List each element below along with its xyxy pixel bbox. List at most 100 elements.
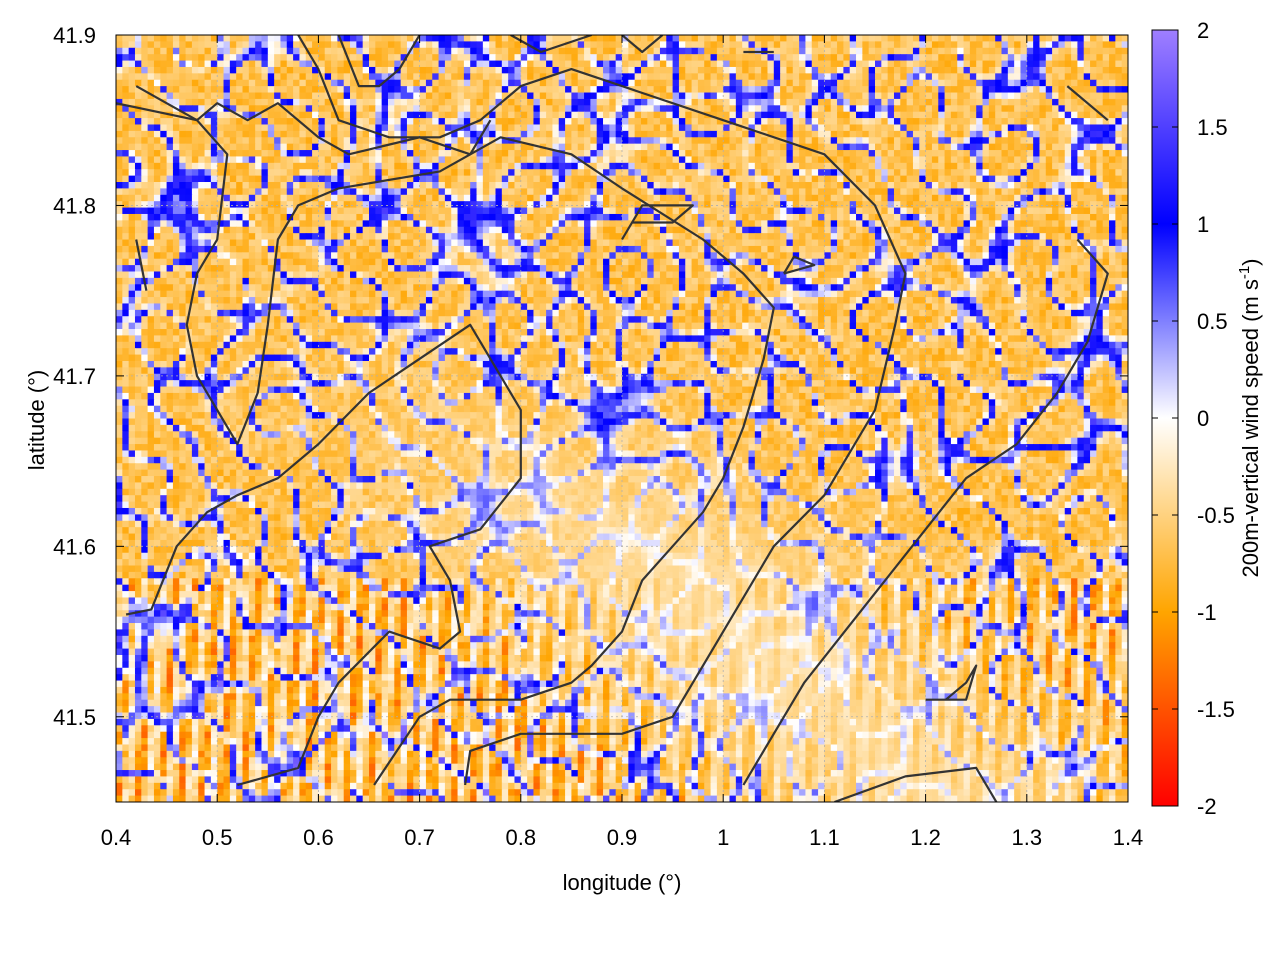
heat-cell bbox=[1115, 112, 1122, 119]
heat-cell bbox=[527, 176, 534, 183]
heat-cell bbox=[1020, 124, 1027, 131]
heat-cell bbox=[919, 73, 926, 80]
heat-cell bbox=[211, 86, 218, 93]
heat-cell bbox=[375, 201, 382, 208]
heat-cell bbox=[458, 35, 465, 42]
heat-cell bbox=[312, 105, 319, 112]
heat-cell bbox=[160, 156, 167, 163]
heat-cell bbox=[546, 137, 553, 144]
heat-cell bbox=[799, 131, 806, 138]
heat-cell bbox=[976, 156, 983, 163]
heat-cell bbox=[774, 156, 781, 163]
heat-cell bbox=[603, 118, 610, 125]
heat-cell bbox=[318, 61, 325, 68]
heat-cell bbox=[1115, 93, 1122, 100]
heat-cell bbox=[122, 195, 129, 202]
heat-cell bbox=[122, 208, 129, 215]
heat-cell bbox=[894, 182, 901, 189]
heat-cell bbox=[527, 73, 534, 80]
heat-cell bbox=[1046, 118, 1053, 125]
heat-cell bbox=[261, 41, 268, 48]
heat-cell bbox=[325, 41, 332, 48]
heat-cell bbox=[1077, 41, 1084, 48]
heat-cell bbox=[312, 182, 319, 189]
heat-cell bbox=[717, 182, 724, 189]
heat-cell bbox=[919, 182, 926, 189]
heat-cell bbox=[179, 137, 186, 144]
heat-cell bbox=[394, 35, 401, 42]
heat-cell bbox=[907, 220, 914, 227]
heat-cell bbox=[255, 208, 262, 215]
heat-cell bbox=[489, 93, 496, 100]
heat-cell bbox=[179, 227, 186, 234]
heat-cell bbox=[780, 176, 787, 183]
heat-cell bbox=[584, 48, 591, 55]
heat-cell bbox=[609, 208, 616, 215]
heat-cell bbox=[755, 54, 762, 61]
heat-cell bbox=[584, 195, 591, 202]
heat-cell bbox=[951, 208, 958, 215]
heat-cell bbox=[1002, 208, 1009, 215]
heat-cell bbox=[445, 169, 452, 176]
heat-cell bbox=[1109, 137, 1116, 144]
heat-cell bbox=[559, 227, 566, 234]
heat-cell bbox=[148, 227, 155, 234]
heat-cell bbox=[331, 86, 338, 93]
heat-cell bbox=[160, 144, 167, 151]
heat-cell bbox=[299, 233, 306, 240]
heat-cell bbox=[584, 61, 591, 68]
heat-cell bbox=[135, 208, 142, 215]
heat-cell bbox=[1039, 227, 1046, 234]
heat-cell bbox=[590, 156, 597, 163]
heat-cell bbox=[635, 144, 642, 151]
heat-cell bbox=[293, 73, 300, 80]
heat-cell bbox=[268, 208, 275, 215]
heat-cell bbox=[609, 150, 616, 157]
heat-cell bbox=[369, 35, 376, 42]
heat-cell bbox=[533, 105, 540, 112]
heat-cell bbox=[780, 118, 787, 125]
heat-cell bbox=[306, 163, 313, 170]
heat-cell bbox=[540, 41, 547, 48]
heat-cell bbox=[711, 118, 718, 125]
heat-cell bbox=[976, 118, 983, 125]
heat-cell bbox=[186, 176, 193, 183]
heat-cell bbox=[445, 48, 452, 55]
heat-cell bbox=[382, 201, 389, 208]
heat-cell bbox=[135, 169, 142, 176]
heat-cell bbox=[116, 233, 123, 240]
heat-cell bbox=[160, 137, 167, 144]
heat-cell bbox=[382, 105, 389, 112]
heat-cell bbox=[755, 137, 762, 144]
heat-cell bbox=[780, 80, 787, 87]
heat-cell bbox=[141, 73, 148, 80]
heat-cell bbox=[603, 227, 610, 234]
heat-cell bbox=[1065, 150, 1072, 157]
heat-cell bbox=[502, 144, 509, 151]
heat-cell bbox=[774, 86, 781, 93]
heat-cell bbox=[945, 124, 952, 131]
heat-cell bbox=[1002, 144, 1009, 151]
heat-cell bbox=[331, 35, 338, 42]
heat-cell bbox=[1039, 150, 1046, 157]
heat-cell bbox=[325, 124, 332, 131]
heat-cell bbox=[970, 61, 977, 68]
heat-cell bbox=[331, 54, 338, 61]
heat-cell bbox=[1109, 201, 1116, 208]
heat-cell bbox=[141, 48, 148, 55]
heat-cell bbox=[603, 150, 610, 157]
heat-cell bbox=[268, 80, 275, 87]
heat-cell bbox=[622, 163, 629, 170]
heat-cell bbox=[160, 233, 167, 240]
heat-cell bbox=[1027, 227, 1034, 234]
heat-cell bbox=[160, 163, 167, 170]
heat-cell bbox=[875, 169, 882, 176]
heat-cell bbox=[546, 99, 553, 106]
heat-cell bbox=[186, 41, 193, 48]
heat-cell bbox=[888, 99, 895, 106]
heat-cell bbox=[211, 182, 218, 189]
heat-cell bbox=[850, 105, 857, 112]
heat-cell bbox=[1077, 182, 1084, 189]
heat-cell bbox=[1052, 150, 1059, 157]
heat-cell bbox=[280, 182, 287, 189]
